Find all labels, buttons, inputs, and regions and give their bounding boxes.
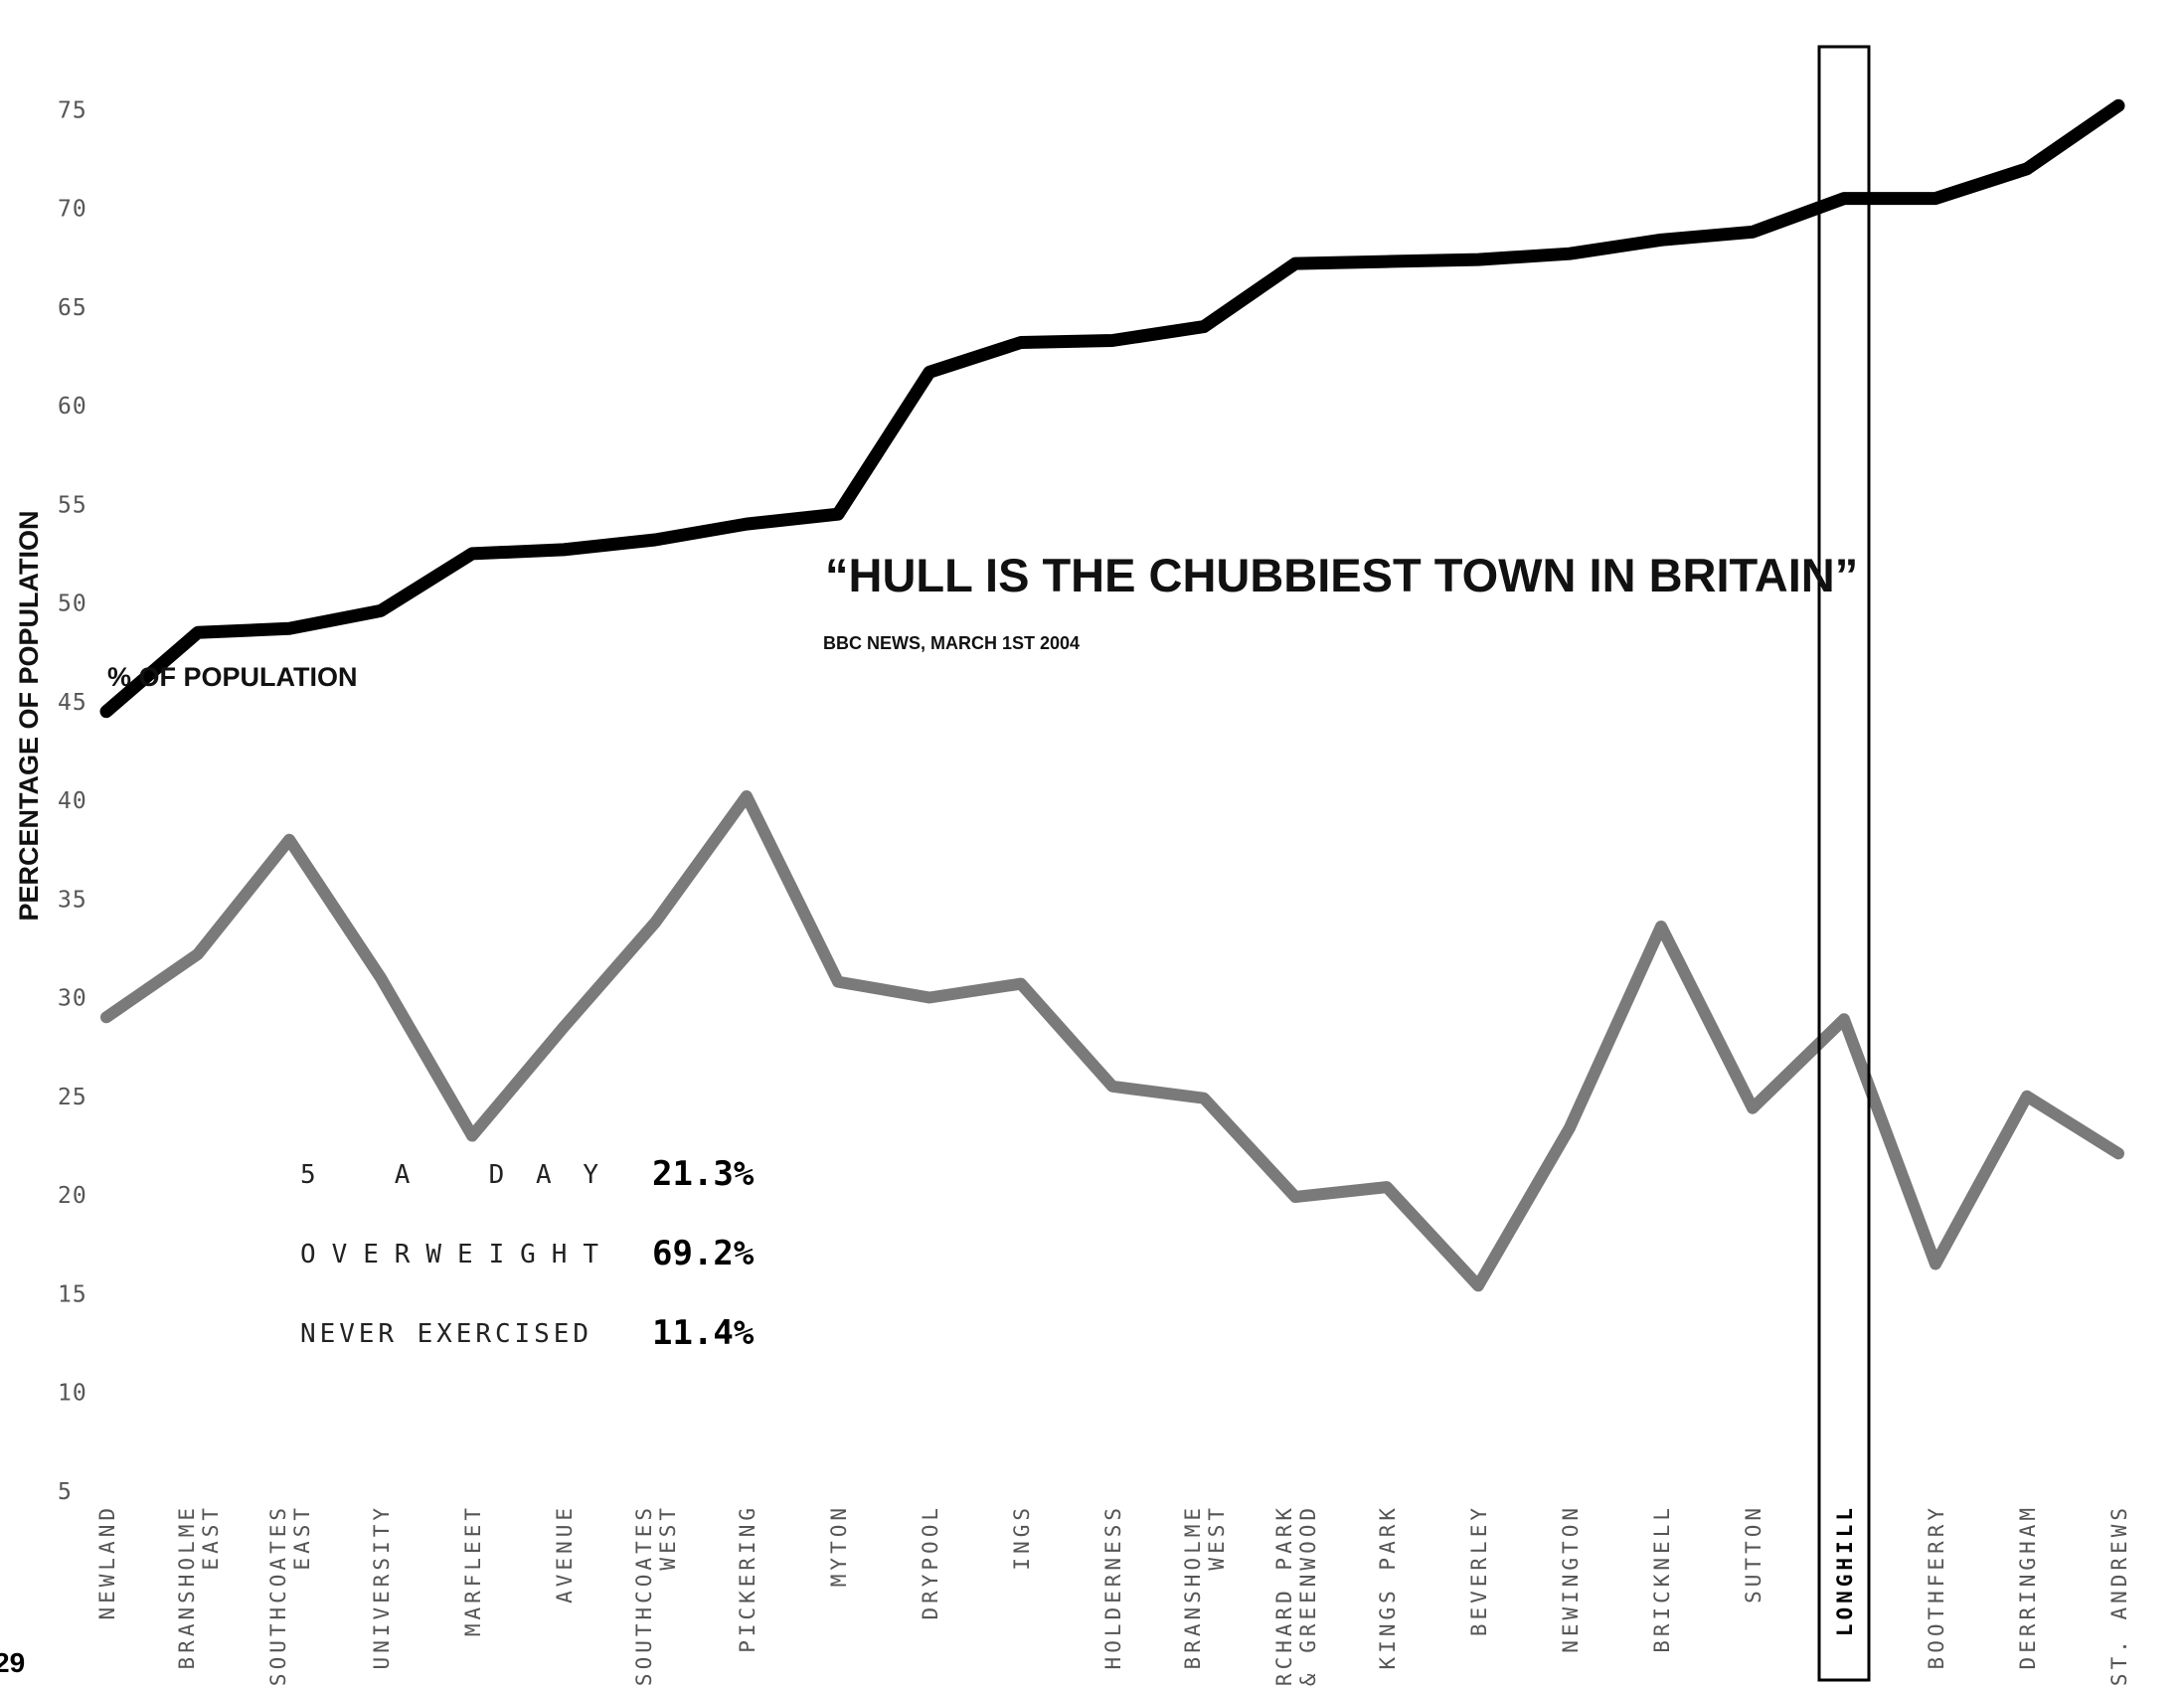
quote-headline: “HULL IS THE CHUBBIEST TOWN IN BRITAIN” (825, 549, 1858, 601)
x-axis: NEWLAND BRANSHOLMEEAST SOUTHCOATESEAST UNIV… (95, 1504, 2131, 1689)
highlight-box (1817, 45, 1871, 1682)
x-tick-label: SOUTHCOATESWEST (632, 1504, 680, 1686)
y-tick-label: 50 (58, 591, 87, 617)
x-tick-label: MARFLEET (461, 1504, 485, 1636)
y-tick-label: 45 (58, 690, 87, 716)
y-tick-label: 70 (58, 197, 87, 223)
y-tick-label: 20 (58, 1183, 87, 1209)
x-tick-label: BRANSHOLMEWEST (1181, 1504, 1229, 1669)
y-tick-label: 25 (58, 1085, 87, 1110)
x-tick-label: HOLDERNESS (1101, 1504, 1125, 1669)
y-tick-label: 30 (58, 986, 87, 1012)
x-tick-label: NEWLAND (95, 1504, 119, 1620)
stat-value-overweight: 69.2% (652, 1234, 755, 1273)
stat-label-never-exercised: NEVER EXERCISED (300, 1319, 588, 1349)
y-tick-label: 65 (58, 295, 87, 321)
stat-label-overweight: OVERWEIGHT (300, 1240, 598, 1269)
stat-value-5-a-day: 21.3% (652, 1154, 755, 1194)
x-tick-label: ORCHARD PARK& GREENWOOD (1272, 1504, 1320, 1689)
y-tick-label: 60 (58, 394, 87, 420)
y-axis: 5 10 15 20 25 30 35 40 45 50 55 60 65 70 75 (58, 97, 87, 1505)
x-tick-label: LONGHILL (1833, 1504, 1857, 1636)
stat-label-5-a-day: 5 A DAY (300, 1160, 598, 1190)
series-lines (99, 98, 2125, 1292)
y-axis-label: PERCENTAGE OF POPULATION (14, 510, 44, 921)
x-tick-label: AVENUE (553, 1504, 577, 1604)
x-tick-label: DERRINGHAM (2016, 1504, 2040, 1669)
x-tick-label: SUTTON (1742, 1504, 1765, 1604)
y-tick-label: 10 (58, 1381, 87, 1407)
series-line-overweight (99, 98, 2125, 719)
x-tick-label: BOOTHFERRY (1925, 1504, 1948, 1669)
x-tick-label: MYTON (827, 1504, 851, 1587)
page-number: 29 (0, 1647, 25, 1678)
stat-value-never-exercised: 11.4% (652, 1313, 755, 1353)
y-tick-label: 15 (58, 1281, 87, 1307)
x-tick-label: BEVERLEY (1467, 1504, 1491, 1636)
y-tick-label: 5 (58, 1479, 73, 1505)
x-tick-label: DRYPOOL (919, 1504, 942, 1620)
y-tick-label: 40 (58, 788, 87, 814)
series-label: % OF POPULATION (107, 662, 358, 692)
x-tick-label: SOUTHCOATESEAST (266, 1504, 314, 1686)
quote-source: BBC NEWS, MARCH 1ST 2004 (823, 633, 1080, 653)
x-tick-label: NEWINGTON (1559, 1504, 1583, 1653)
x-tick-label: ST. ANDREWS (2107, 1504, 2131, 1686)
x-tick-label: INGS (1010, 1504, 1034, 1571)
x-tick-label: UNIVERSITY (370, 1504, 394, 1669)
y-tick-label: 75 (58, 97, 87, 123)
x-tick-label: KINGS PARK (1376, 1504, 1400, 1669)
x-tick-label: BRICKNELL (1650, 1504, 1674, 1653)
x-tick-label: PICKERING (736, 1504, 759, 1653)
x-tick-label: BRANSHOLMEEAST (175, 1504, 223, 1669)
stats-table: 5 A DAY 21.3% OVERWEIGHT 69.2% NEVER EXE… (300, 1154, 755, 1353)
series-line-population (100, 790, 2124, 1292)
y-tick-label: 55 (58, 492, 87, 518)
y-tick-label: 35 (58, 887, 87, 913)
